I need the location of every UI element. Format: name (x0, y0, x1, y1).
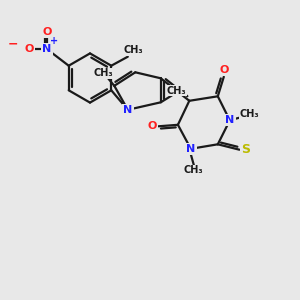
Text: +: + (50, 36, 58, 46)
Text: O: O (24, 44, 34, 54)
Text: CH₃: CH₃ (93, 68, 113, 78)
Text: N: N (43, 44, 52, 54)
Text: O: O (219, 65, 229, 75)
Text: S: S (242, 143, 250, 156)
Text: N: N (225, 115, 234, 125)
Text: N: N (186, 144, 195, 154)
Text: O: O (148, 121, 157, 131)
Text: O: O (42, 27, 52, 37)
Text: CH₃: CH₃ (123, 45, 143, 55)
Text: CH₃: CH₃ (167, 86, 186, 96)
Text: −: − (8, 37, 18, 50)
Text: CH₃: CH₃ (239, 109, 259, 119)
Text: N: N (123, 105, 132, 115)
Text: CH₃: CH₃ (184, 165, 204, 176)
